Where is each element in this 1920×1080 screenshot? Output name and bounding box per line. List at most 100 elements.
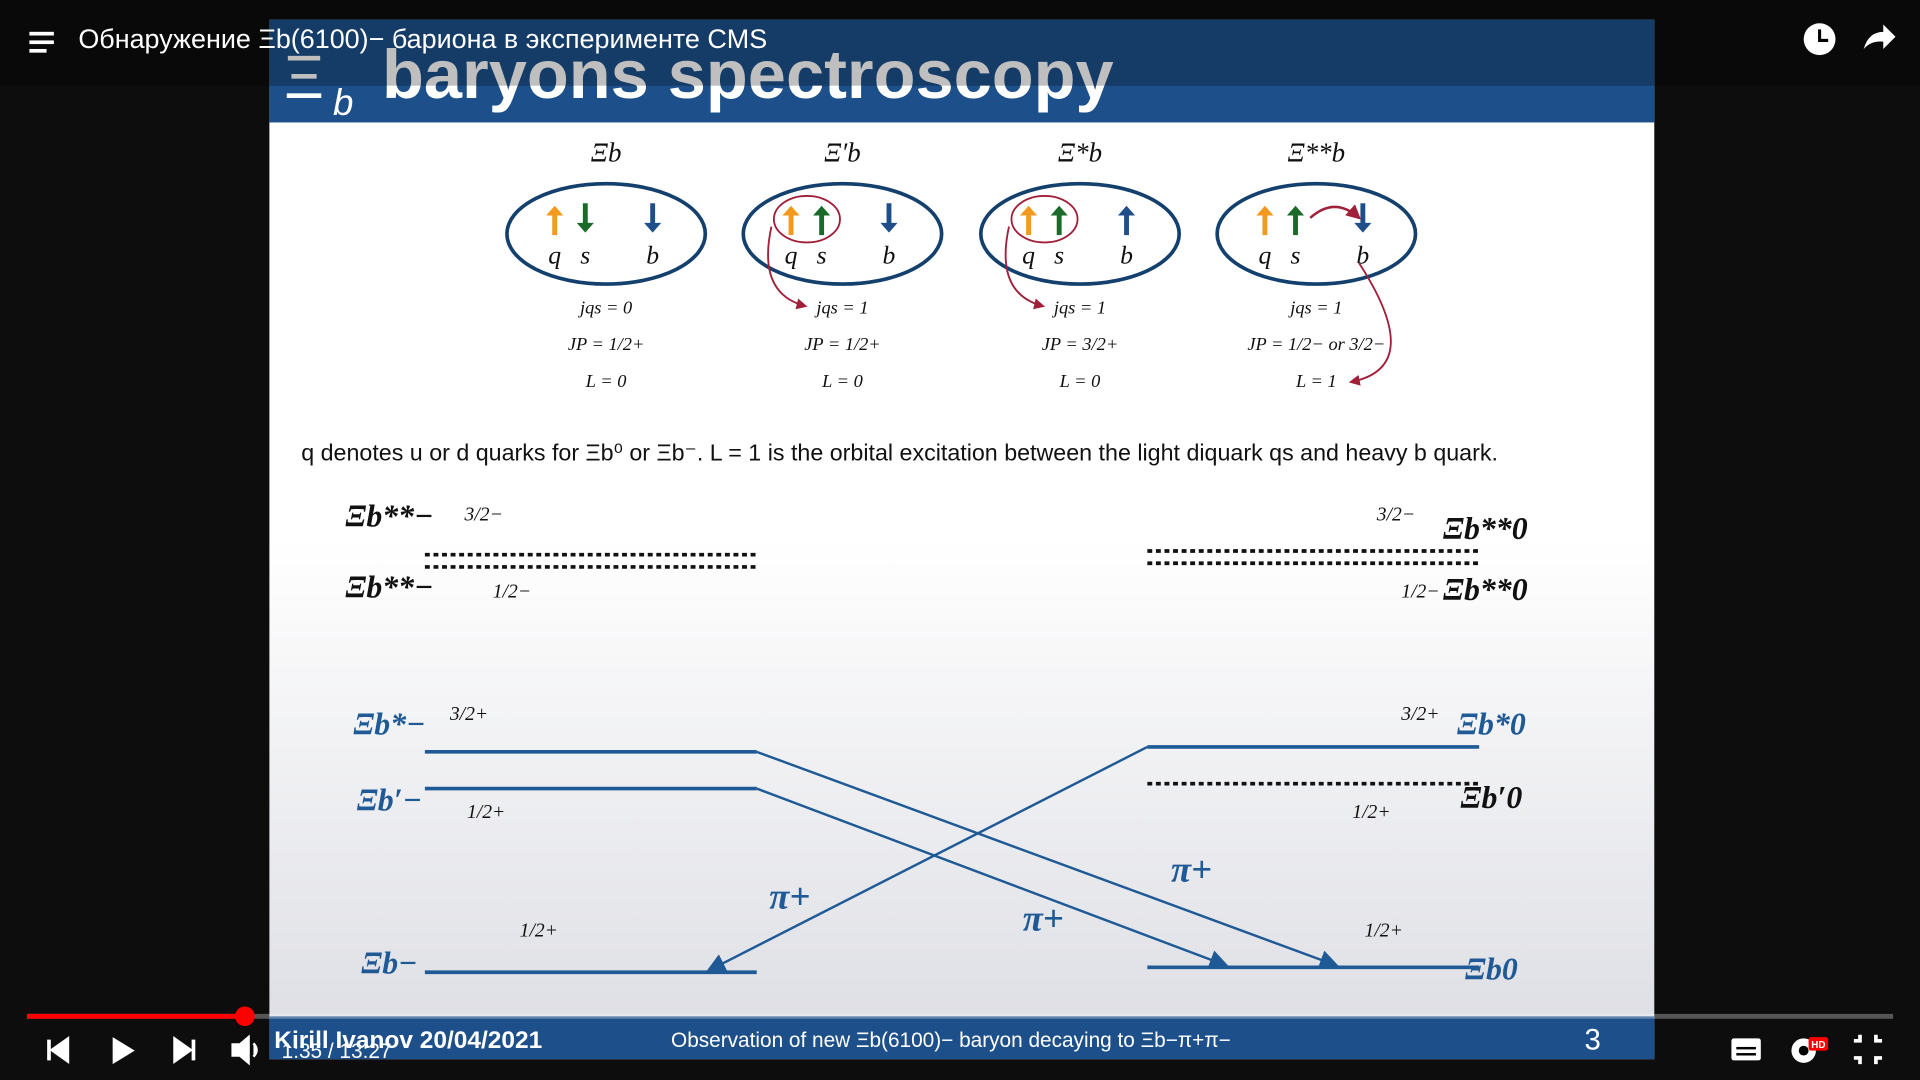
pion-label: π+ [1171,849,1212,890]
levels: Ξb**− 3/2− Ξb**− 1/2− Ξb*− 3/2+ Ξb′− 1/2+ Ξb− 1/2… [345,499,1527,987]
quark-label: b [1356,240,1369,269]
quality-label: HD [1811,1040,1825,1051]
share[interactable] [1863,24,1896,49]
quantum-numbers: L = 0 [585,371,627,391]
quantum-numbers: L = 1 [1295,371,1337,391]
watch-later[interactable] [1803,23,1836,56]
video-title[interactable]: Обнаружение Ξb(6100)− бариона в эксперим… [78,24,767,54]
spin-head [1256,205,1274,216]
subtitles[interactable] [1731,1038,1761,1061]
quark-label: s [817,240,827,269]
spin-head [546,205,564,216]
header-subscript: b [333,82,353,123]
scrubber[interactable] [235,1006,255,1027]
quantum-numbers: JP = 3/2+ [1042,334,1118,354]
level-label: Ξb**0 [1443,572,1528,607]
level-jp: 3/2− [1376,504,1415,525]
quantum-numbers: jqs = 1 [1052,297,1106,317]
level-label: Ξb0 [1465,952,1518,987]
time: 1:35 / 13:27 [282,1040,392,1063]
quark-label: s [1054,240,1064,269]
transition [705,745,1148,973]
coupling-arrow [1348,262,1392,386]
slide-footer [269,1016,1655,1060]
level-label: Ξb*0 [1457,707,1526,742]
play[interactable] [112,1037,135,1065]
level-jp: 3/2+ [449,704,488,725]
state-ellipse [978,181,1182,286]
quantum-numbers: JP = 1/2+ [568,334,644,354]
quark-label: s [580,240,590,269]
state-ellipse [1215,181,1418,286]
header-symbol: Ξ [284,43,324,111]
level-jp: 3/2− [464,504,503,525]
spin-head [1117,205,1136,216]
title-shade [0,0,1920,86]
quality-badge [1808,1037,1829,1051]
state-name: Ξ**b [1288,138,1346,168]
spin-head [880,222,898,233]
quark-label: q [785,240,798,269]
spin-head [1020,205,1038,216]
footer-author: Kirill Ivanov 20/04/2021 [274,1027,542,1054]
level-jp: 1/2− [1401,582,1439,603]
level-jp: 1/2+ [1365,921,1403,942]
footer-page: 3 [1584,1023,1600,1056]
volume[interactable] [231,1034,258,1066]
note: q denotes u or d quarks for Ξb⁰ or Ξb⁻. … [301,439,1498,465]
state-name: Ξb [591,138,622,168]
pion-label: π+ [769,876,810,917]
quark-label: q [1022,240,1035,269]
coupling-arrow [767,226,808,310]
quark-label: q [548,240,561,269]
state-name: Ξ′b [824,138,861,168]
level-jp: 3/2+ [1400,704,1439,725]
header-title: baryons spectroscopy [382,36,1114,113]
spin-head [576,222,594,233]
state-ellipse [505,181,708,286]
orbital-arrow [1309,204,1362,220]
slide [269,19,1655,1060]
spin-head [644,222,662,233]
level-label: Ξb**0 [1443,511,1528,546]
slide-header [269,19,1655,123]
spin-head [782,205,800,216]
progress-track[interactable] [26,1013,1894,1019]
quark-label: q [1258,240,1271,269]
quantum-numbers: L = 0 [1059,371,1101,391]
level-label: Ξb**− [345,499,433,534]
previous[interactable] [47,1036,70,1064]
spin-head [1050,205,1068,216]
spin-head [1286,205,1305,216]
quantum-numbers: jqs = 1 [814,297,868,317]
level-label: Ξb′0 [1461,780,1523,815]
quantum-numbers: jqs = 0 [578,297,632,317]
quark-label: b [646,240,659,269]
quantum-numbers: JP = 1/2− or 3/2− [1247,334,1385,354]
quark-label: b [1120,240,1133,269]
transition [756,787,1230,969]
spin-head [1354,222,1372,233]
level-jp: 1/2+ [1352,802,1390,823]
pion-label: π+ [1023,898,1064,939]
level-label: Ξb*− [353,707,425,742]
quantum-numbers: L = 0 [821,371,863,391]
spin-head [813,205,831,216]
level-jp: 1/2+ [467,802,505,823]
state-name: Ξ*b [1058,138,1102,168]
transition [756,750,1340,970]
footer-subtitle: Observation of new Ξb(6100)− baryon deca… [671,1029,1231,1052]
quark-label: s [1291,240,1301,269]
progress-played [26,1013,245,1019]
exit-fullscreen[interactable] [1853,1034,1883,1065]
state-ellipse [741,181,944,286]
menu-icon[interactable] [29,31,54,53]
next[interactable] [173,1036,196,1064]
coupling-arrow [1004,226,1046,310]
quark-label: b [883,240,896,269]
quantum-numbers: jqs = 1 [1288,297,1342,317]
level-label: Ξb**− [345,570,433,605]
